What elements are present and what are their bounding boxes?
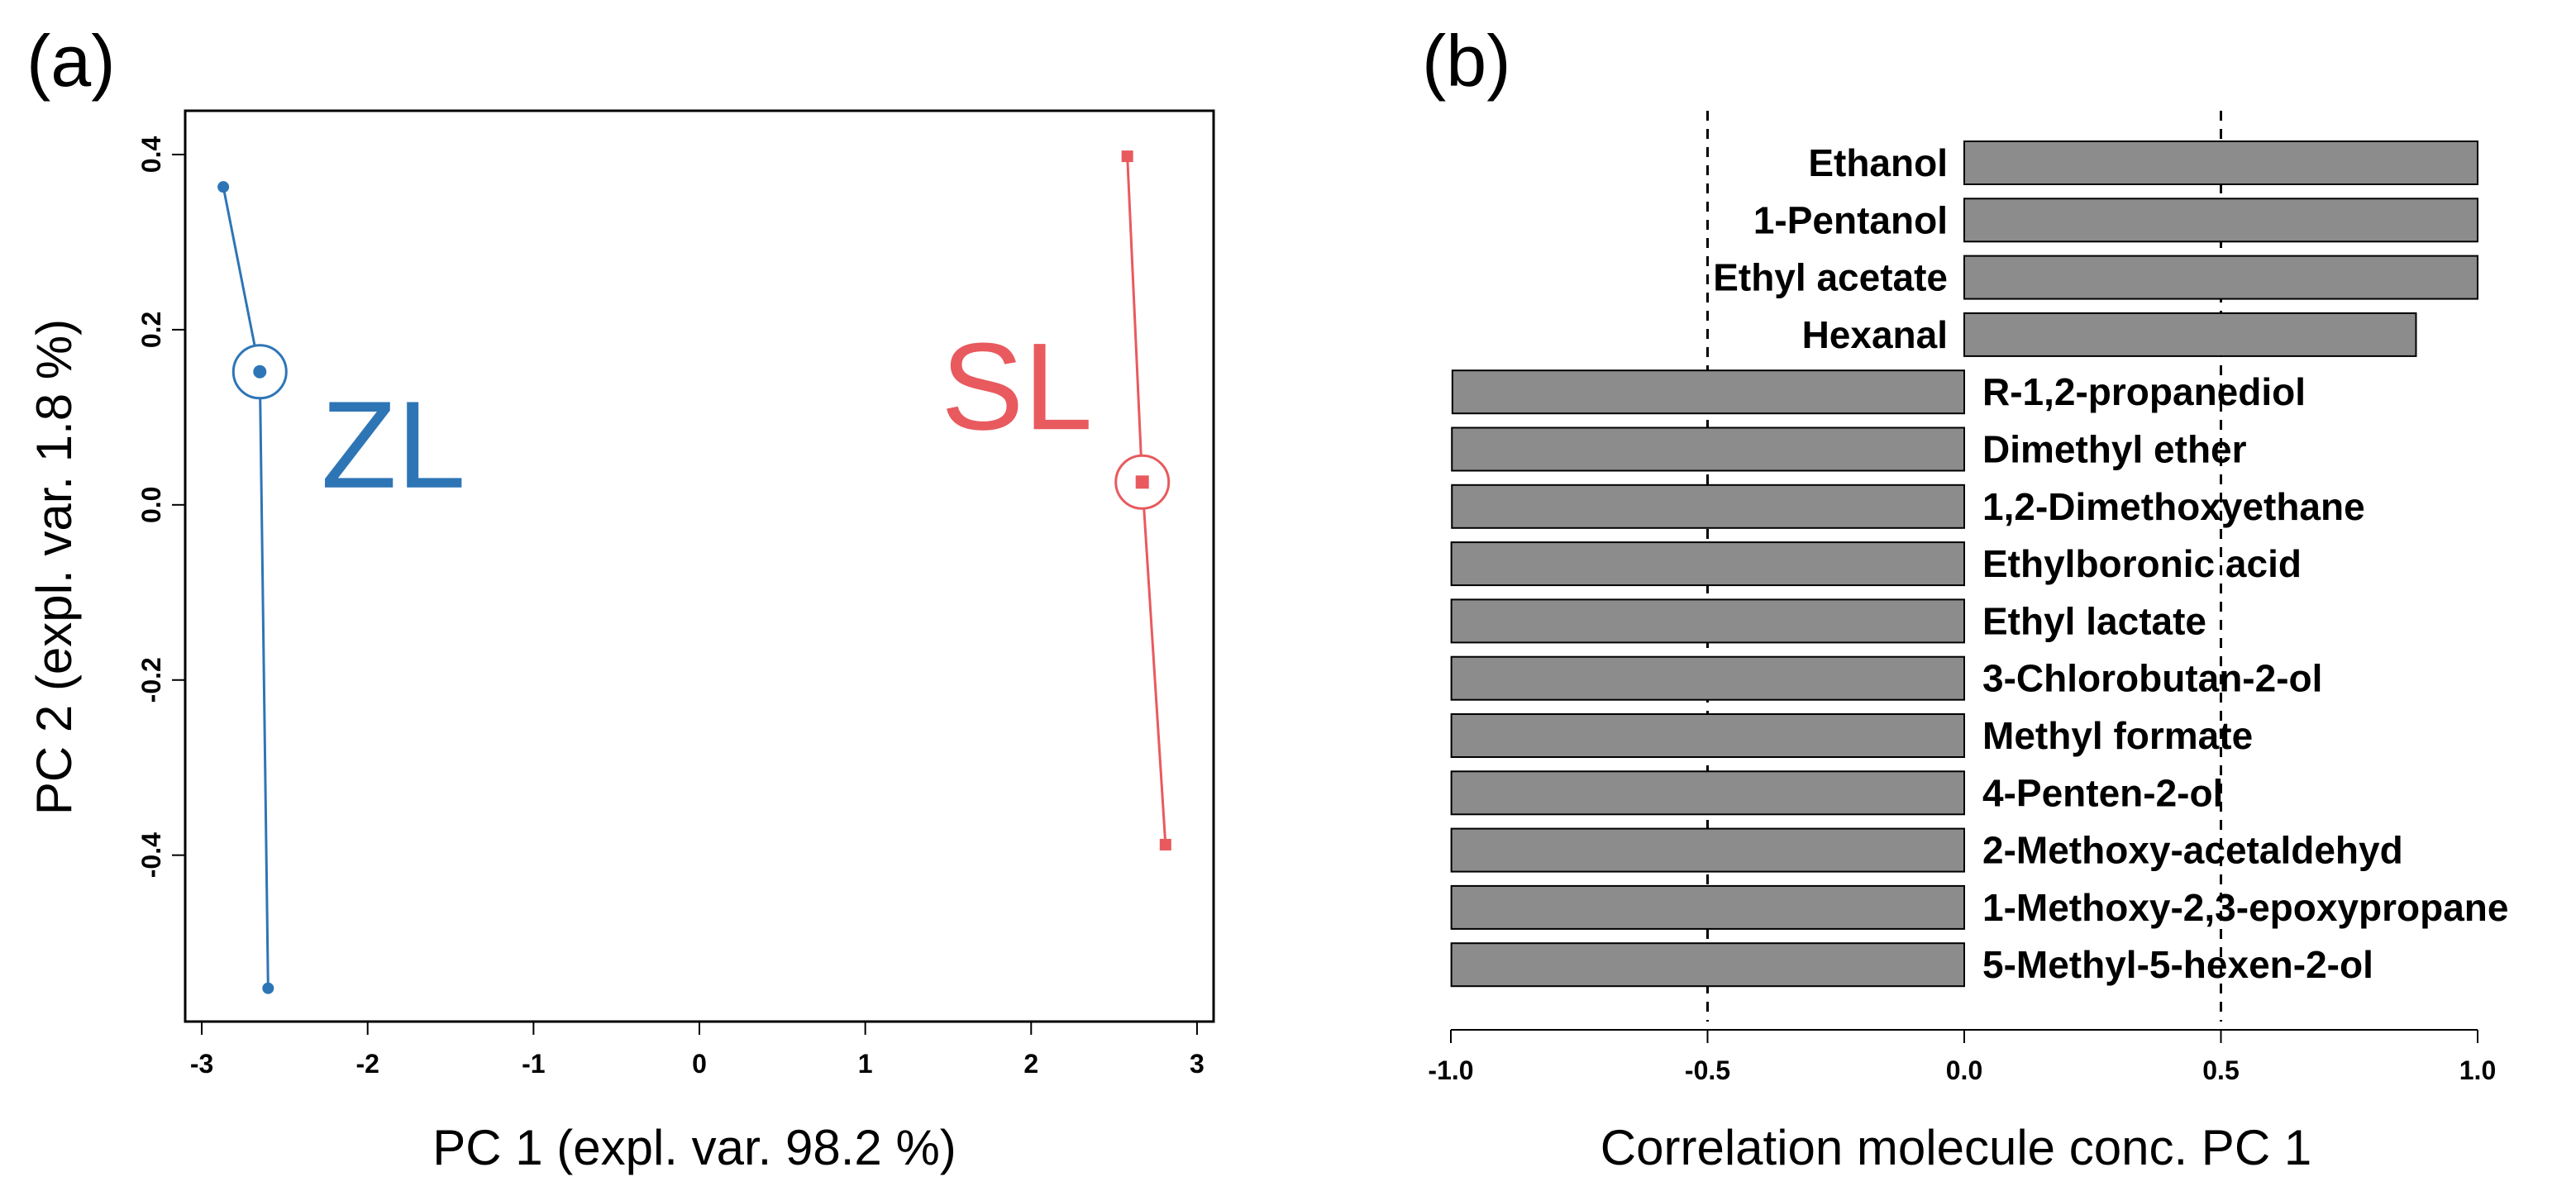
bar-label-hexanal: Hexanal xyxy=(1802,313,1948,356)
bar-label-dimethyl-ether: Dimethyl ether xyxy=(1982,428,2247,471)
pca-y-axis-title: PC 2 (expl. var. 1.8 %) xyxy=(26,319,82,815)
correlation-bar xyxy=(1450,770,1965,816)
bar-label-1-methoxy-2-3-epoxypropane: 1-Methoxy-2,3-epoxypropane xyxy=(1982,886,2508,929)
pca-x-tick-label: -3 xyxy=(190,1049,213,1079)
zl-point xyxy=(262,982,274,994)
bar-label-5-methyl-5-hexen-2-ol: 5-Methyl-5-hexen-2-ol xyxy=(1982,943,2373,986)
correlation-x-axis: -1.0 -0.5 0.0 0.5 1.0 xyxy=(1428,1029,2496,1085)
zl-centroid xyxy=(253,364,267,379)
correlation-x-tick-label: 0.0 xyxy=(1946,1055,1982,1085)
correlation-x-tick-label: -0.5 xyxy=(1685,1055,1730,1085)
correlation-bar xyxy=(1450,541,1965,587)
bar-label-methyl-formate: Methyl formate xyxy=(1982,714,2253,757)
pca-y-tick-label: -0.4 xyxy=(136,832,166,878)
panel-a-label: (a) xyxy=(26,20,116,102)
correlation-bar xyxy=(1450,827,1965,873)
pca-x-tick-label: 2 xyxy=(1023,1049,1038,1079)
pca-y-tick-label: 0.4 xyxy=(136,136,166,174)
correlation-bar xyxy=(1963,312,2417,357)
sl-spoke-line xyxy=(1141,482,1167,846)
pca-y-axis: -0.4 -0.2 0.0 0.2 0.4 xyxy=(136,136,186,878)
bar-label-r-1-2-propanediol: R-1,2-propanediol xyxy=(1982,370,2306,413)
pca-y-tick-label: 0.2 xyxy=(136,312,166,348)
correlation-bar xyxy=(1451,369,1966,415)
correlation-bar xyxy=(1450,598,1965,644)
pca-scores-panel: (a) -3 -2 -1 0 1 2 3 -0.4 -0.2 0.0 0.2 0.4 ZL SL PC… xyxy=(26,20,1215,1175)
correlation-bars xyxy=(1450,141,2478,988)
correlation-bar xyxy=(1963,141,2478,185)
bar-category-labels: Ethanol 1-Pentanol Ethyl acetate Hexanal R-1… xyxy=(1713,141,2508,986)
correlation-bar xyxy=(1451,426,1965,472)
sl-group-label: SL xyxy=(941,317,1092,455)
pca-x-tick-label: -1 xyxy=(522,1049,545,1079)
sl-centroid xyxy=(1135,475,1149,489)
bar-label-ethylboronic-acid: Ethylboronic acid xyxy=(1982,542,2302,585)
pca-series: ZL SL xyxy=(217,150,1171,994)
pca-y-tick-label: 0.0 xyxy=(136,487,166,523)
bar-label-1-2-dimethoxyethane: 1,2-Dimethoxyethane xyxy=(1982,485,2365,528)
correlation-panel: (b) Ethanol 1-Pentanol Ethyl acetate Hexana… xyxy=(1422,20,2508,1175)
zl-spoke-line xyxy=(222,186,261,373)
bar-label-1-pentanol: 1-Pentanol xyxy=(1753,198,1948,241)
pca-y-tick-label: -0.2 xyxy=(136,657,166,703)
sl-spoke-line xyxy=(1126,156,1144,483)
sl-point xyxy=(1159,838,1171,850)
pca-x-tick-label: 0 xyxy=(692,1049,707,1079)
correlation-x-tick-label: -1.0 xyxy=(1428,1055,1473,1085)
correlation-bar xyxy=(1450,655,1965,701)
pca-x-axis-title: PC 1 (expl. var. 98.2 %) xyxy=(432,1120,956,1175)
pca-x-tick-label: -2 xyxy=(355,1049,379,1079)
panel-b-label: (b) xyxy=(1422,20,1511,102)
correlation-bar xyxy=(1450,942,1965,988)
bar-label-4-penten-2-ol: 4-Penten-2-ol xyxy=(1982,771,2223,814)
correlation-bar xyxy=(1450,884,1965,930)
correlation-bar xyxy=(1451,484,1965,529)
correlation-bar xyxy=(1963,255,2478,300)
zl-spoke-line xyxy=(258,371,270,989)
correlation-x-tick-label: 1.0 xyxy=(2459,1055,2496,1085)
bar-label-ethanol: Ethanol xyxy=(1808,141,1948,184)
correlation-x-axis-title: Correlation molecule conc. PC 1 xyxy=(1600,1120,2311,1175)
correlation-bar xyxy=(1963,198,2478,243)
pca-x-tick-label: 3 xyxy=(1190,1049,1205,1079)
bar-label-ethyl-acetate: Ethyl acetate xyxy=(1713,256,1948,299)
pca-plot-frame xyxy=(184,109,1215,1023)
pca-x-axis: -3 -2 -1 0 1 2 3 xyxy=(190,1021,1205,1079)
bar-label-2-methoxy-acetaldehyd: 2-Methoxy-acetaldehyd xyxy=(1982,829,2403,872)
bar-label-3-chlorobutan-2-ol: 3-Chlorobutan-2-ol xyxy=(1982,657,2322,700)
correlation-x-tick-label: 0.5 xyxy=(2202,1055,2239,1085)
sl-point xyxy=(1121,150,1133,163)
pca-x-tick-label: 1 xyxy=(858,1049,873,1079)
correlation-bar xyxy=(1450,713,1965,758)
bar-label-ethyl-lactate: Ethyl lactate xyxy=(1982,599,2206,642)
zl-group-label: ZL xyxy=(321,375,465,514)
zl-point xyxy=(217,181,230,193)
